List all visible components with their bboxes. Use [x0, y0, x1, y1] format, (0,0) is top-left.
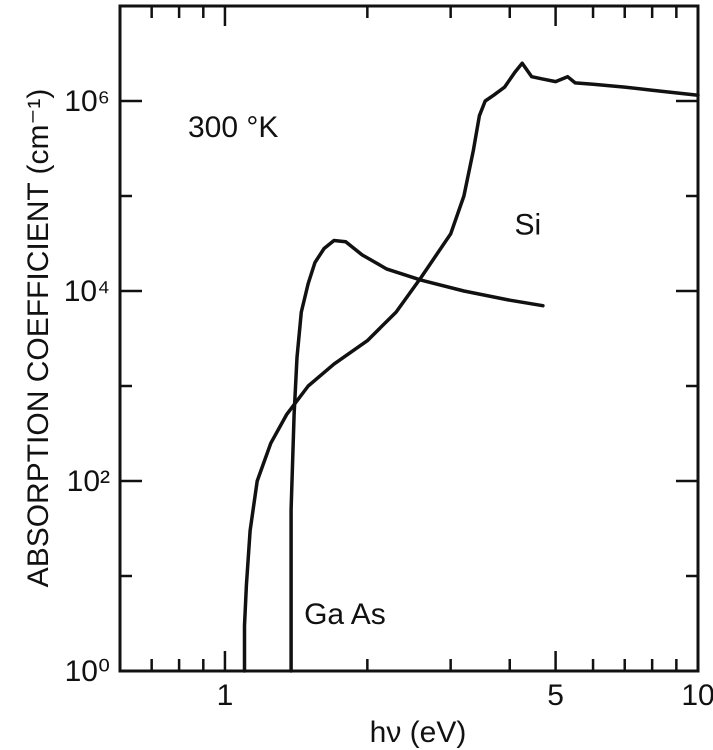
temperature-annotation: 300 °K [188, 111, 278, 144]
axis-ticks [118, 4, 700, 673]
x-tick-label: 5 [547, 679, 564, 712]
series-group [242, 61, 700, 673]
x-tick-label: 10 [681, 679, 713, 712]
tick-labels: 1 5 10 10⁰ 10² 10⁴ 10⁶ [64, 85, 713, 712]
plot-frame [118, 4, 700, 673]
y-tick-label: 10⁴ [64, 275, 110, 308]
y-tick-label: 10⁶ [64, 85, 110, 118]
series-labels: Si Ga As [304, 209, 541, 631]
y-tick-label: 10⁰ [65, 655, 110, 688]
series-label-si: Si [515, 209, 542, 242]
y-tick-label: 10² [67, 465, 110, 498]
x-axis-label: hν (eV) [370, 716, 467, 749]
series-line-ga-as [289, 238, 545, 673]
series-label-ga-as: Ga As [304, 598, 386, 631]
x-tick-label: 1 [217, 679, 234, 712]
y-axis-label: ABSORPTION COEFFICIENT (cm⁻¹) [22, 89, 55, 588]
series-line-si [242, 61, 700, 673]
